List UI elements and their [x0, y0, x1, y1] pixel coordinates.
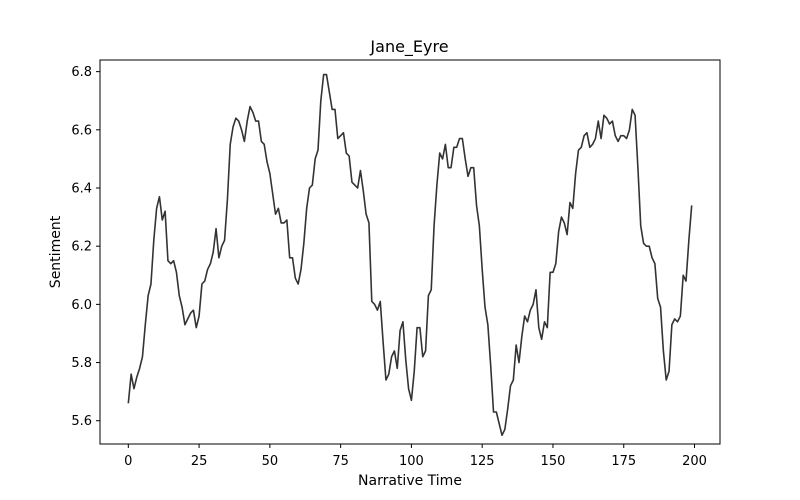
y-tick-label: 6.4 — [71, 182, 92, 197]
y-tick-label: 5.6 — [71, 414, 92, 429]
x-axis: 0 25 50 75 100 125 150 175 200 — [124, 444, 707, 469]
series-line-0 — [127, 73, 693, 437]
x-tick-label: 125 — [470, 454, 495, 469]
x-tick-label: 50 — [262, 454, 279, 469]
plot-area — [127, 73, 693, 437]
y-tick-label: 5.8 — [71, 356, 92, 371]
y-tick-label: 6.2 — [71, 240, 92, 255]
y-tick-label: 6.6 — [71, 123, 92, 138]
x-tick-label: 100 — [399, 454, 424, 469]
x-tick-label: 175 — [611, 454, 636, 469]
x-tick-label: 200 — [682, 454, 707, 469]
y-tick-label: 6.8 — [71, 65, 92, 80]
y-tick-label: 6.0 — [71, 298, 92, 313]
y-axis: 5.6 5.8 6.0 6.2 6.4 6.6 6.8 — [71, 65, 100, 429]
x-tick-label: 75 — [332, 454, 349, 469]
x-tick-label: 150 — [541, 454, 566, 469]
chart-title: Jane_Eyre — [369, 37, 448, 57]
x-tick-label: 25 — [191, 454, 208, 469]
x-axis-label: Narrative Time — [358, 473, 462, 489]
x-tick-label: 0 — [124, 454, 132, 469]
y-axis-label: Sentiment — [48, 215, 64, 288]
plot-frame — [99, 59, 721, 445]
